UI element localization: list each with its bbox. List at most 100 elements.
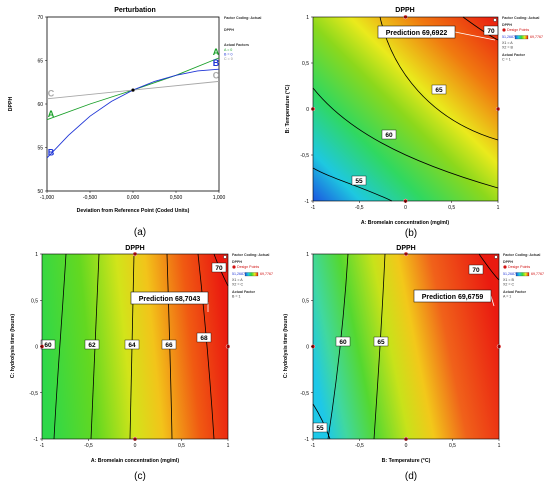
contour-label: 68 — [200, 335, 208, 342]
panel-a: Perturbation 50 55 60 65 70 -1,000 -0,500 0,00… — [8, 7, 261, 238]
panel-a-caption: (a) — [134, 227, 146, 238]
panel-c-contour-60 — [53, 253, 67, 440]
x-tick-label: -1 — [311, 443, 316, 449]
y-tick-label: 0 — [306, 345, 309, 351]
legend-response: DPPH — [224, 28, 234, 32]
panel-a-title: Perturbation — [114, 7, 156, 14]
contour-label: 70 — [472, 267, 480, 274]
prediction-value: 68,7043 — [175, 296, 200, 303]
legend-range-min: 51,2687 — [502, 35, 515, 39]
legend-x1: X1 = A — [232, 278, 243, 282]
contour-label: 65 — [435, 87, 443, 94]
panel-d-caption: (d) — [405, 471, 417, 482]
panel-d-contour-label-55: 55 — [312, 422, 328, 433]
legend-factor: A = 1 — [503, 295, 511, 299]
panel-d-contour-55 — [312, 403, 331, 440]
panel-b-y-ticks: -1 -0,5 0 0,5 1 — [300, 15, 313, 205]
legend-title: Factor Coding: Actual — [502, 16, 539, 20]
y-tick-label: 55 — [37, 146, 43, 152]
series-end-label-c: C — [213, 70, 220, 80]
reference-point-marker — [131, 88, 135, 92]
x-tick-label: 0,5 — [449, 443, 456, 449]
contour-label: 62 — [88, 342, 96, 349]
panel-c: DPPH 60 62 64 66 68 — [10, 245, 273, 482]
series-end-label-c: C — [48, 88, 55, 98]
panel-b-contour-55 — [312, 167, 393, 202]
y-tick-label: 1 — [306, 252, 309, 258]
legend-range-max: 69,7767 — [531, 272, 544, 276]
contour-label: 66 — [165, 342, 173, 349]
legend-title: Factor Coding: Actual — [503, 253, 540, 257]
x-tick-label: -0,5 — [84, 443, 93, 449]
contour-label: 55 — [355, 178, 363, 185]
prediction-point — [223, 255, 227, 259]
x-tick-label: 1 — [227, 443, 230, 449]
panel-d: DPPH 55 60 65 70 Prediction 69,6759 — [283, 245, 544, 482]
legend-x1: X1 = B — [503, 278, 514, 282]
prediction-value: 69,6759 — [458, 294, 483, 301]
prediction-value: 69,6922 — [422, 30, 447, 37]
legend-range-min: 51,2687 — [232, 272, 245, 276]
x-tick-label: 0 — [134, 443, 137, 449]
legend-range-max: 69,7767 — [260, 272, 273, 276]
panel-b-contour-label-55: 55 — [351, 175, 367, 186]
legend-design-points: Design Points — [507, 28, 529, 32]
x-tick-label: 0,000 — [127, 195, 140, 201]
panel-d-x-axis-label: B: Temperature (°C) — [382, 458, 431, 464]
panel-d-contour-70 — [478, 253, 500, 281]
x-tick-label: -0,5 — [355, 205, 364, 211]
panel-d-contour-65 — [373, 253, 386, 440]
legend-factors-title: Actual Factors — [224, 43, 249, 47]
x-tick-label: 0 — [405, 443, 408, 449]
panel-c-y-ticks: -1 -0,5 0 0,5 1 — [29, 252, 42, 443]
prediction-label: Prediction — [386, 30, 420, 37]
prediction-point — [493, 18, 497, 22]
panel-a-y-ticks: 50 55 60 65 70 — [37, 15, 47, 195]
svg-text:Prediction 68,7043: Prediction 68,7043 — [139, 296, 201, 303]
panel-c-contour-label-64: 64 — [124, 339, 140, 350]
series-end-label-b: B — [213, 58, 220, 68]
legend-title: Factor Coding: Actual — [224, 16, 261, 20]
y-tick-label: 65 — [37, 59, 43, 65]
panel-c-caption: (c) — [134, 471, 146, 482]
panel-d-contour-label-65: 65 — [373, 336, 389, 347]
panel-a-y-axis-label: DPPH — [8, 97, 14, 112]
y-tick-label: -1 — [305, 199, 310, 205]
legend-response: DPPH — [232, 260, 242, 264]
x-tick-label: 1,000 — [213, 195, 226, 201]
legend-design-point-marker — [502, 28, 506, 32]
x-tick-label: -0,5 — [355, 443, 364, 449]
panel-b-surface — [313, 17, 498, 201]
legend-factor-title: Actual Factor — [502, 53, 526, 57]
x-tick-label: 0 — [404, 205, 407, 211]
y-tick-label: 0,5 — [302, 61, 309, 67]
y-tick-label: 1 — [306, 15, 309, 21]
contour-label: 70 — [215, 265, 223, 272]
panel-a-plot-area — [46, 16, 220, 192]
panel-d-y-ticks: -1 -0,5 0 0,5 1 — [300, 252, 313, 443]
y-tick-label: -0,5 — [300, 153, 309, 159]
legend-range-max: 69,7767 — [530, 35, 543, 39]
y-tick-label: 1 — [35, 252, 38, 258]
y-tick-label: -0,5 — [29, 391, 38, 397]
panel-d-contours — [312, 253, 500, 440]
contour-label: 55 — [316, 425, 324, 432]
legend-design-points: Design Points — [508, 265, 530, 269]
legend-color-bar — [514, 35, 529, 40]
legend-design-point-marker — [503, 265, 507, 269]
x-tick-label: 0,5 — [448, 205, 455, 211]
panel-b-legend: Factor Coding: Actual DPPH Design Points… — [502, 16, 543, 62]
contour-label: 65 — [377, 339, 385, 346]
prediction-label: Prediction — [422, 294, 456, 301]
panel-b-contour-label-65: 65 — [431, 84, 447, 95]
panel-b-prediction-callout: Prediction 69,6922 — [377, 25, 496, 41]
legend-factor-title: Actual Factor — [503, 290, 527, 294]
panel-b: DPPH 55 60 65 70 Prediction 69,6922 — [285, 7, 543, 239]
panel-a-x-axis-label: Deviation from Reference Point (Coded Un… — [77, 208, 190, 214]
panel-c-contour-label-62: 62 — [84, 339, 100, 350]
contour-label: 60 — [385, 132, 393, 139]
series-end-label-a: A — [213, 47, 220, 57]
y-tick-label: -1 — [34, 437, 39, 443]
legend-x2: X2 = C — [503, 283, 514, 287]
x-tick-label: -0,500 — [83, 195, 97, 201]
